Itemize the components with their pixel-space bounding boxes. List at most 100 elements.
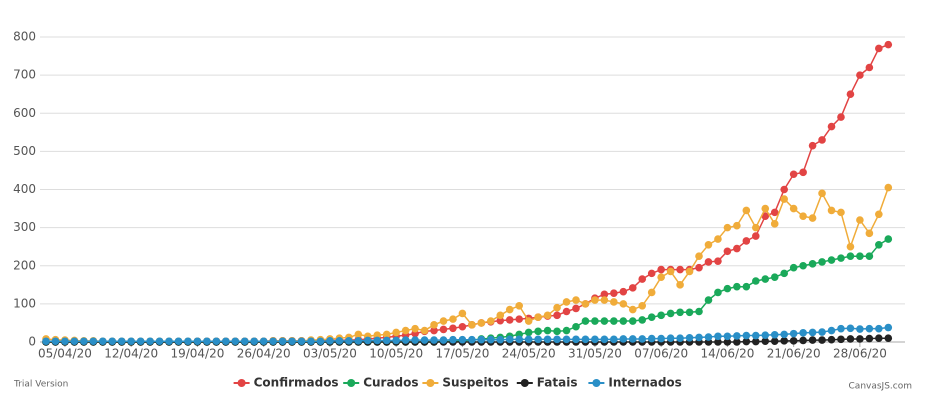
data-point: [714, 257, 722, 265]
data-point: [865, 324, 874, 333]
data-point: [610, 335, 618, 344]
data-point: [742, 282, 751, 291]
data-point: [657, 265, 665, 274]
data-point: [591, 317, 599, 325]
data-point: [789, 204, 798, 213]
watermark: CanvasJS.com: [849, 382, 912, 392]
data-point: [382, 330, 391, 339]
data-point: [401, 326, 410, 335]
data-point: [628, 305, 637, 314]
data-point: [316, 337, 325, 346]
data-point: [808, 336, 817, 344]
x-tick-label: 12/04/20: [104, 347, 158, 361]
data-point: [647, 334, 656, 343]
data-point: [752, 277, 760, 285]
data-point: [884, 40, 893, 49]
data-point: [363, 336, 372, 345]
data-point: [505, 305, 514, 314]
data-point: [780, 195, 788, 203]
data-point: [789, 329, 798, 338]
watermark: Trial Version: [13, 380, 68, 390]
data-point: [808, 260, 817, 268]
data-point: [818, 336, 826, 344]
data-point: [846, 335, 855, 343]
data-point: [496, 316, 505, 325]
data-point: [108, 337, 117, 346]
data-point: [837, 254, 845, 262]
data-point: [761, 204, 770, 213]
y-tick-label: 300: [13, 220, 36, 234]
data-point: [458, 322, 467, 331]
data-point: [818, 328, 826, 336]
data-point: [856, 216, 864, 224]
data-point: [553, 311, 561, 320]
data-point: [695, 333, 703, 342]
data-point: [884, 183, 893, 192]
data-point: [524, 328, 533, 337]
data-point: [628, 284, 637, 292]
x-tick-label: 28/06/20: [833, 347, 887, 361]
data-point: [619, 287, 628, 296]
data-point: [752, 337, 760, 346]
data-point: [335, 337, 344, 345]
data-point: [297, 337, 306, 346]
data-point: [723, 247, 732, 256]
data-point: [98, 337, 107, 346]
data-point: [723, 332, 732, 341]
data-point: [468, 321, 476, 329]
data-point: [704, 258, 713, 266]
data-point: [685, 267, 694, 276]
data-point: [780, 269, 788, 278]
data-point: [543, 326, 552, 335]
data-point: [619, 317, 628, 325]
data-point: [770, 208, 779, 217]
data-point: [155, 337, 164, 346]
data-point: [666, 309, 675, 318]
data-point: [240, 337, 249, 346]
data-point: [89, 337, 98, 346]
data-point: [373, 331, 382, 339]
data-point: [505, 335, 514, 344]
data-point: [458, 309, 467, 318]
y-tick-label: 700: [13, 68, 36, 82]
legend-marker: [520, 379, 529, 387]
data-point: [439, 336, 448, 344]
data-point: [439, 325, 448, 334]
data-point: [875, 324, 883, 333]
data-point: [799, 329, 807, 337]
data-point: [562, 307, 571, 316]
y-tick-label: 0: [28, 335, 36, 349]
data-point: [865, 334, 874, 343]
data-point: [865, 63, 874, 72]
data-point: [808, 141, 817, 150]
data-point: [572, 335, 580, 344]
data-point: [430, 326, 438, 335]
data-point: [259, 337, 268, 346]
data-point: [468, 335, 476, 344]
data-point: [657, 273, 665, 281]
data-point: [733, 282, 741, 291]
data-point: [799, 261, 807, 270]
data-point: [733, 332, 741, 340]
data-point: [136, 337, 145, 346]
x-tick-label: 31/05/20: [568, 347, 622, 361]
data-point: [184, 337, 192, 346]
data-point: [562, 335, 571, 344]
legend-marker: [347, 379, 356, 387]
data-point: [354, 330, 363, 339]
data-point: [543, 311, 552, 320]
data-point: [647, 288, 656, 297]
data-point: [449, 324, 457, 333]
data-point: [780, 337, 788, 345]
legend-label: Fatais: [537, 376, 578, 390]
data-point: [695, 252, 703, 261]
data-point: [487, 317, 495, 325]
data-point: [600, 317, 609, 325]
data-point: [704, 296, 713, 304]
legend-label: Internados: [608, 376, 681, 390]
data-point: [789, 170, 798, 179]
data-point: [420, 336, 429, 344]
x-tick-label: 07/06/20: [634, 347, 688, 361]
data-point: [553, 303, 561, 312]
